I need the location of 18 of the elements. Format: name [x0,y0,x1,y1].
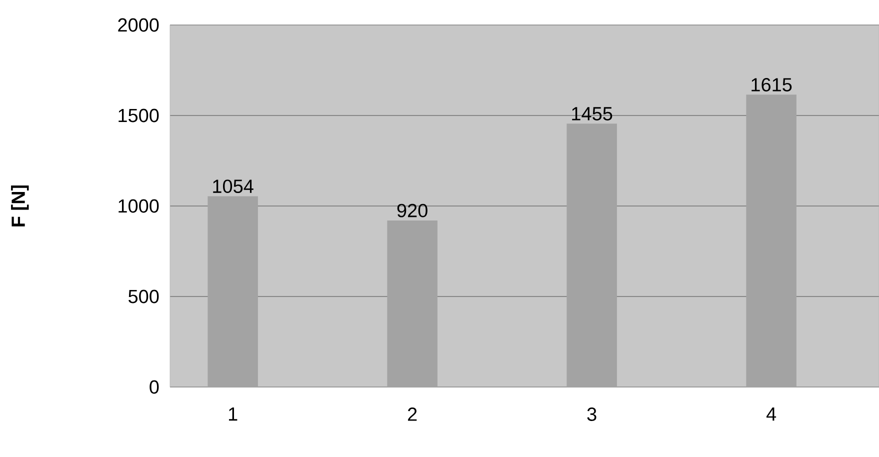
y-tick-label: 2000 [118,18,159,32]
data-label: 1054 [213,180,254,194]
data-label: 1615 [752,78,792,92]
bar [746,94,796,387]
y-axis-title: F [N] [11,185,29,226]
y-tick-label: 1000 [118,199,159,213]
x-tick-label: 3 [587,408,596,421]
data-label: 920 [397,204,428,218]
y-tick-label: 500 [128,290,159,304]
bar [208,196,258,387]
x-tick-label: 2 [408,408,417,421]
y-tick-label: 1500 [118,108,159,122]
x-tick-label: 4 [766,408,776,421]
y-tick-label: 0 [150,380,159,394]
bar [566,124,617,387]
data-label: 1455 [572,107,612,120]
bar [387,220,438,387]
x-tick-label: 1 [228,408,238,421]
